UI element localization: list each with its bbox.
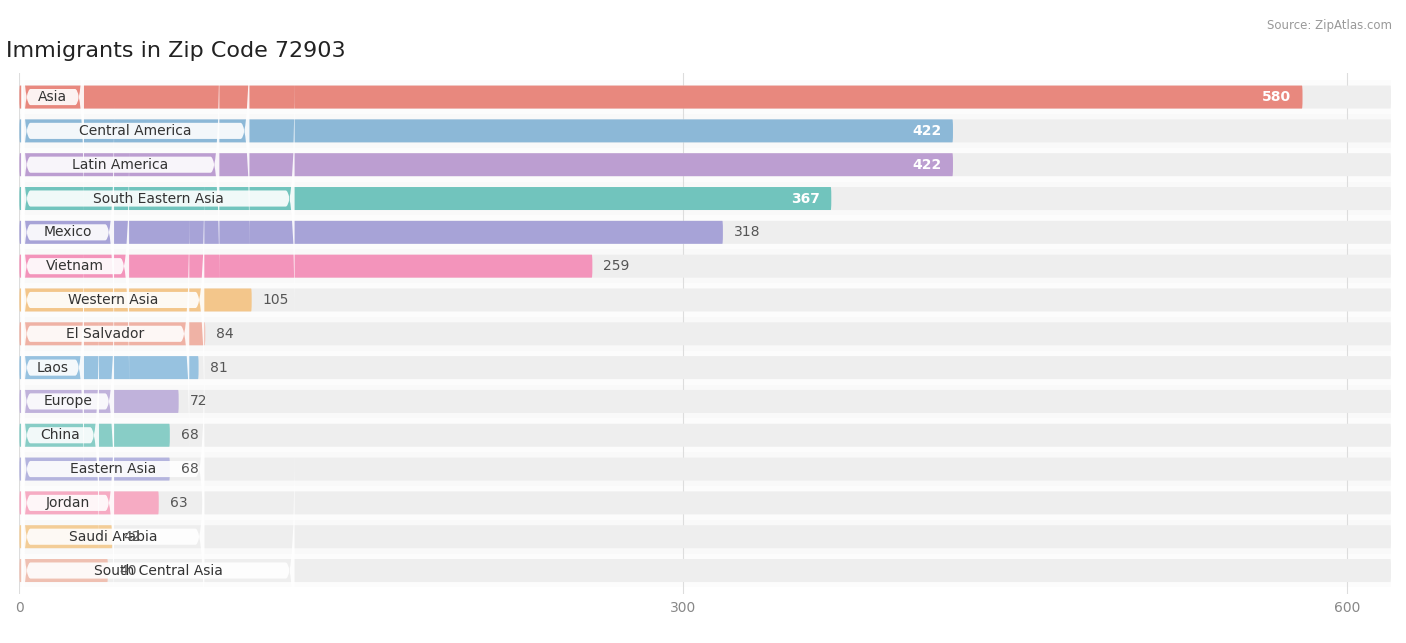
FancyBboxPatch shape [20,187,1391,210]
FancyBboxPatch shape [21,0,84,224]
Bar [20,452,1391,486]
FancyBboxPatch shape [21,410,204,643]
FancyBboxPatch shape [21,105,114,359]
Text: 72: 72 [190,394,207,408]
FancyBboxPatch shape [20,322,1391,345]
FancyBboxPatch shape [20,322,205,345]
FancyBboxPatch shape [20,491,159,514]
FancyBboxPatch shape [21,206,190,461]
FancyBboxPatch shape [20,390,179,413]
Text: Eastern Asia: Eastern Asia [70,462,156,476]
FancyBboxPatch shape [20,525,112,548]
Bar [20,181,1391,215]
Text: Mexico: Mexico [44,225,91,239]
Text: 42: 42 [124,530,141,544]
FancyBboxPatch shape [20,255,592,278]
FancyBboxPatch shape [21,4,249,258]
FancyBboxPatch shape [20,255,1391,278]
Text: 422: 422 [912,158,942,172]
FancyBboxPatch shape [21,173,204,427]
FancyBboxPatch shape [20,559,1391,582]
FancyBboxPatch shape [21,139,129,394]
FancyBboxPatch shape [21,376,114,630]
FancyBboxPatch shape [20,221,1391,244]
FancyBboxPatch shape [20,458,1391,480]
Text: Immigrants in Zip Code 72903: Immigrants in Zip Code 72903 [6,41,346,60]
Text: 40: 40 [120,563,136,577]
Text: El Salvador: El Salvador [66,327,145,341]
Text: 259: 259 [603,259,630,273]
FancyBboxPatch shape [21,274,114,529]
Text: 580: 580 [1263,90,1292,104]
Text: 84: 84 [217,327,233,341]
FancyBboxPatch shape [20,491,1391,514]
FancyBboxPatch shape [20,458,170,480]
Bar [20,80,1391,114]
Bar [20,215,1391,249]
FancyBboxPatch shape [20,221,723,244]
FancyBboxPatch shape [20,356,198,379]
FancyBboxPatch shape [21,443,295,643]
FancyBboxPatch shape [20,559,108,582]
Bar [20,486,1391,520]
Text: China: China [41,428,80,442]
Text: Central America: Central America [79,124,191,138]
FancyBboxPatch shape [21,71,295,326]
Text: South Eastern Asia: South Eastern Asia [93,192,224,206]
FancyBboxPatch shape [20,153,1391,176]
Text: 68: 68 [181,428,198,442]
Bar [20,114,1391,148]
FancyBboxPatch shape [20,86,1302,109]
FancyBboxPatch shape [20,390,1391,413]
Text: 105: 105 [263,293,290,307]
FancyBboxPatch shape [20,356,1391,379]
Text: Asia: Asia [38,90,67,104]
FancyBboxPatch shape [20,120,1391,142]
FancyBboxPatch shape [20,187,831,210]
FancyBboxPatch shape [21,308,98,563]
FancyBboxPatch shape [21,37,219,292]
Bar [20,520,1391,554]
FancyBboxPatch shape [21,240,84,495]
Text: Western Asia: Western Asia [67,293,157,307]
FancyBboxPatch shape [20,525,1391,548]
Bar [20,419,1391,452]
FancyBboxPatch shape [21,342,204,596]
Bar [20,283,1391,317]
Text: Source: ZipAtlas.com: Source: ZipAtlas.com [1267,19,1392,32]
Text: 318: 318 [734,225,761,239]
Text: 81: 81 [209,361,228,375]
Text: 68: 68 [181,462,198,476]
Text: 367: 367 [792,192,820,206]
FancyBboxPatch shape [20,289,252,311]
Text: Saudi Arabia: Saudi Arabia [69,530,157,544]
Bar [20,385,1391,419]
Text: Latin America: Latin America [72,158,169,172]
FancyBboxPatch shape [20,424,170,447]
FancyBboxPatch shape [20,424,1391,447]
Text: Vietnam: Vietnam [46,259,104,273]
FancyBboxPatch shape [20,86,1391,109]
Text: Europe: Europe [44,394,93,408]
FancyBboxPatch shape [20,153,953,176]
Text: Laos: Laos [37,361,69,375]
Bar [20,148,1391,181]
Bar [20,317,1391,350]
Text: South Central Asia: South Central Asia [94,563,222,577]
Bar [20,350,1391,385]
FancyBboxPatch shape [20,289,1391,311]
Bar [20,554,1391,588]
Text: 63: 63 [170,496,187,510]
Text: Jordan: Jordan [46,496,90,510]
Text: 422: 422 [912,124,942,138]
Bar [20,249,1391,283]
FancyBboxPatch shape [20,120,953,142]
